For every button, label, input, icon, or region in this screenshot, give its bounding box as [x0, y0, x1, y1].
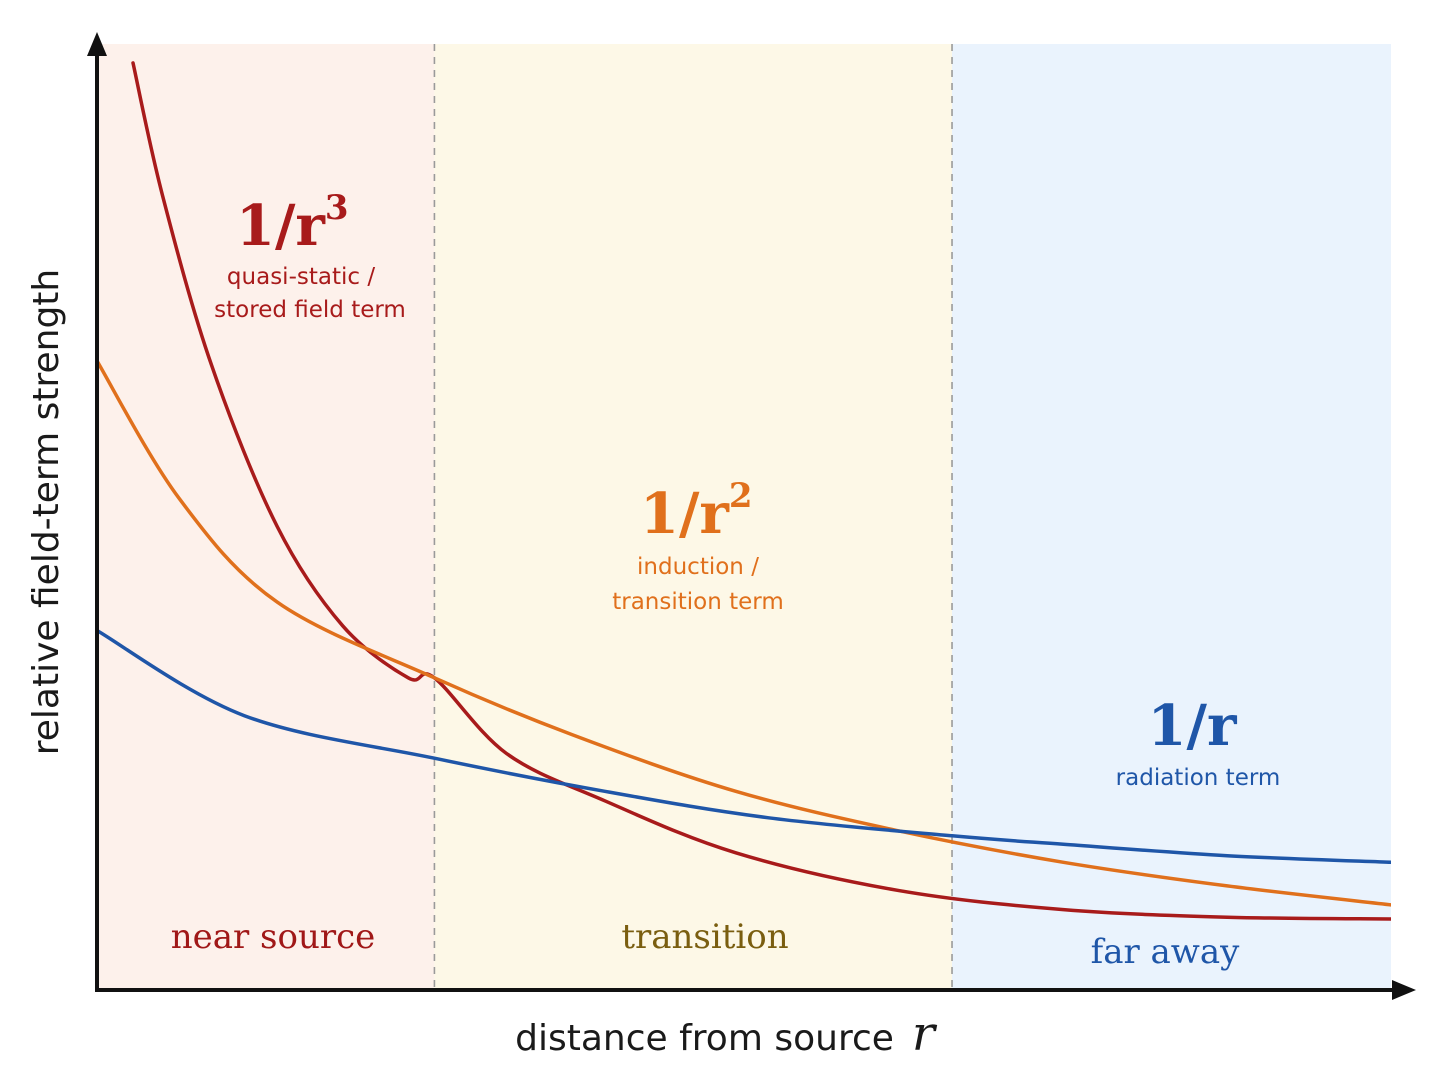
series-description-line: radiation term	[1116, 765, 1281, 791]
y-axis-title: relative field-term strength	[26, 269, 67, 755]
series-description-line: transition term	[612, 589, 784, 615]
series-description-line: stored field term	[214, 297, 406, 323]
series-description-line: induction /	[637, 554, 759, 580]
series-label-1-r2: 1/r2 induction / transition term	[612, 476, 784, 615]
series-line-1-r2	[97, 359, 1391, 907]
axes	[87, 32, 1416, 1000]
series-formula-exponent: 3	[325, 188, 349, 228]
series-label-1-r: 1/r radiation term	[1116, 693, 1281, 791]
series-formula-exponent: 2	[729, 476, 753, 516]
series-curves	[97, 61, 1391, 921]
region-near-source	[97, 44, 435, 990]
y-axis-arrow	[87, 32, 107, 56]
region-label-far-away: far away	[1091, 932, 1241, 972]
x-axis-arrow	[1392, 980, 1416, 1000]
region-backgrounds	[97, 44, 1391, 990]
series-formula-base: 1/r	[236, 193, 326, 259]
region-far-away	[952, 44, 1391, 990]
series-formula: 1/r3	[236, 188, 349, 259]
series-description-line: quasi-static /	[227, 264, 375, 290]
series-line-1-r3	[131, 61, 1391, 921]
region-labels: near source transition far away	[171, 917, 1240, 972]
x-axis-title-text: distance from source	[515, 1018, 894, 1059]
series-formula: 1/r	[1148, 693, 1238, 759]
series-label-1-r3: 1/r3 quasi-static / stored field term	[214, 188, 406, 323]
region-transition	[434, 44, 953, 990]
series-line-1-r	[97, 628, 1391, 865]
x-axis-title: distance from source r	[515, 1006, 938, 1062]
region-label-near-source: near source	[171, 917, 376, 957]
x-axis-variable: r	[912, 1006, 938, 1062]
series-formula: 1/r2	[640, 476, 753, 547]
series-formula-base: 1/r	[640, 481, 730, 547]
region-label-transition: transition	[621, 917, 788, 957]
